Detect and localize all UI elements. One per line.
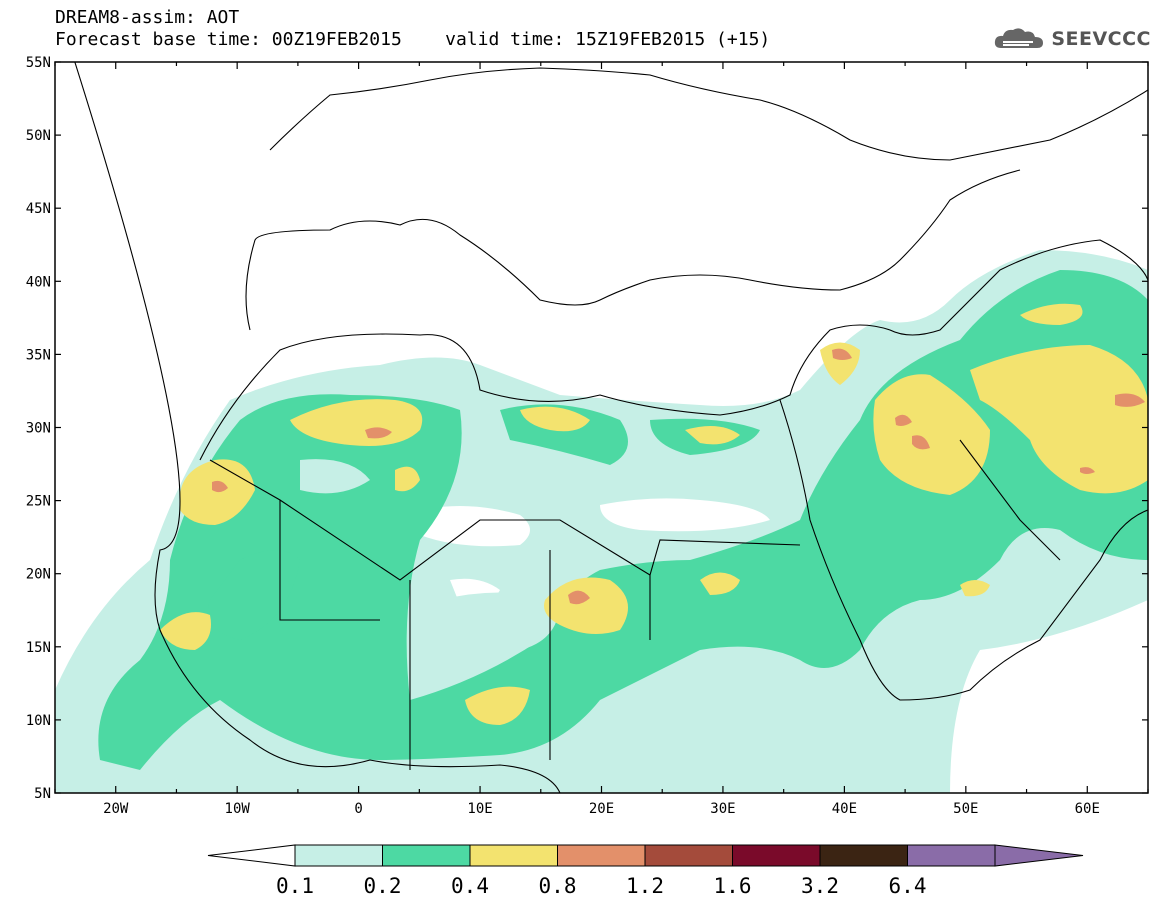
- forecast-time-line: Forecast base time: 00Z19FEB2015 valid t…: [55, 29, 771, 50]
- lon-label: 50E: [953, 801, 978, 817]
- colorbar-label: 0.8: [539, 874, 577, 898]
- lon-label: 30E: [710, 801, 735, 817]
- lon-label: 20W: [103, 801, 129, 817]
- lat-label: 25N: [26, 494, 51, 510]
- colorbar-swatch: [557, 844, 646, 867]
- colorbar-lower-arrow: [207, 844, 296, 867]
- colorbar-swatch: [469, 844, 558, 867]
- colorbar-label: 3.2: [801, 874, 839, 898]
- lon-label: 20E: [589, 801, 614, 817]
- lat-label: 20N: [26, 567, 51, 583]
- lon-label: 40E: [832, 801, 857, 817]
- lat-label: 15N: [26, 640, 51, 656]
- cloud-icon: [995, 28, 1044, 48]
- lat-label: 35N: [26, 347, 51, 363]
- colorbar-label: 0.4: [451, 874, 489, 898]
- colorbar-label: 1.2: [626, 874, 664, 898]
- colorbar-swatch: [819, 844, 908, 867]
- axis-ticks: [54, 61, 1149, 794]
- aot-band-orange: [365, 427, 392, 439]
- colorbar: 0.1 0.2 0.4 0.8 1.2 1.6 3.2 6.4: [207, 844, 1084, 898]
- coastlines: [74, 62, 1148, 793]
- colorbar-label: 1.6: [714, 874, 752, 898]
- lat-label: 30N: [26, 421, 51, 437]
- lon-label: 60E: [1075, 801, 1100, 817]
- axis-labels: 55N 50N 45N 40N 35N 30N 25N 20N 15N 10N 5N 20W 10W 0 1…: [26, 55, 1100, 817]
- seevccc-logo: SEEVCCC: [993, 26, 1151, 52]
- lon-label: 10W: [225, 801, 251, 817]
- lat-label: 10N: [26, 713, 51, 729]
- lat-label: 5N: [34, 786, 51, 802]
- colorbar-label: 6.4: [889, 874, 927, 898]
- colorbar-upper-arrow: [994, 844, 1084, 867]
- lat-label: 40N: [26, 274, 51, 290]
- map-title: DREAM8-assim: AOT: [55, 7, 240, 28]
- lon-label: 0: [354, 801, 362, 817]
- lat-label: 50N: [26, 128, 51, 144]
- lon-label: 10E: [467, 801, 492, 817]
- lat-label: 45N: [26, 201, 51, 217]
- colorbar-swatch: [907, 844, 996, 867]
- colorbar-label: 0.2: [364, 874, 402, 898]
- colorbar-swatch: [732, 844, 821, 867]
- colorbar-swatch: [644, 844, 733, 867]
- aot-band-yellow: [179, 459, 255, 525]
- colorbar-swatch: [382, 844, 471, 867]
- logo-text: SEEVCCC: [1051, 28, 1151, 50]
- colorbar-label: 0.1: [276, 874, 314, 898]
- lat-label: 55N: [26, 55, 51, 71]
- aot-field: [55, 62, 1148, 793]
- colorbar-swatch: [294, 844, 383, 867]
